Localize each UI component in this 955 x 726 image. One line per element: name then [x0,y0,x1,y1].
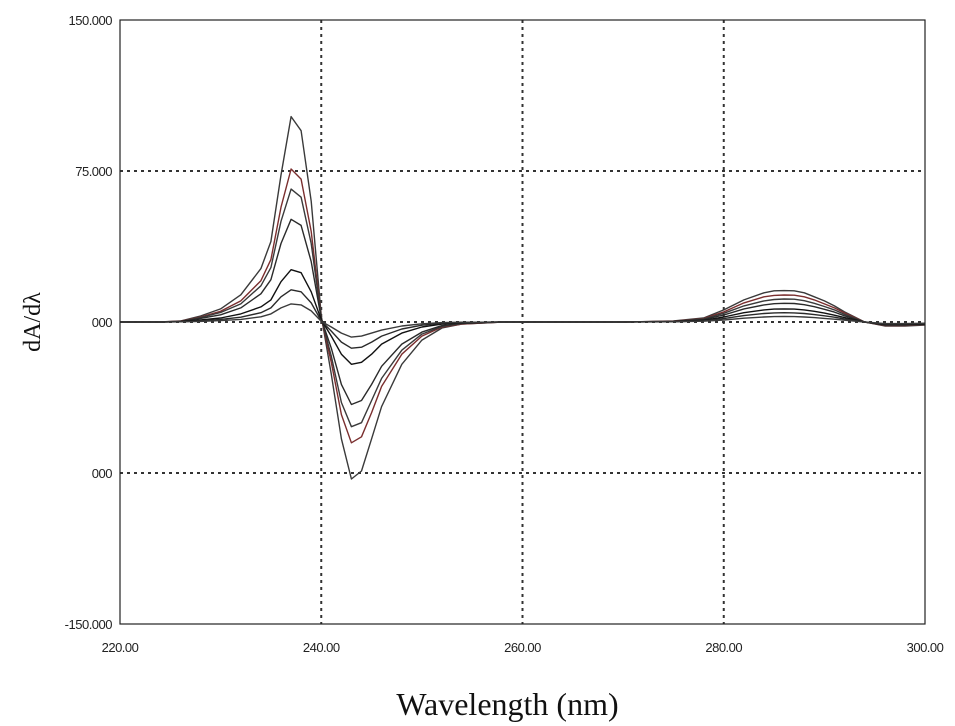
x-tick-label: 300.00 [907,640,944,655]
x-tick-label: 280.00 [705,640,742,655]
x-tick-label: 260.00 [504,640,541,655]
plot-frame [119,19,926,625]
series-layer [120,115,926,480]
series-line-7 [120,303,926,338]
x-tick-label: 240.00 [303,640,340,655]
x-tick-label: 220.00 [102,640,139,655]
y-tick-label: 75.000 [75,164,112,179]
y-tick-label: 000 [92,466,112,481]
x-tick-labels: 220.00 240.00 260.00 280.00 300.00 [102,640,945,655]
series-line-4 [120,218,926,406]
y-tick-label: 000 [92,315,112,330]
y-axis-label: dA/dλ [20,292,46,352]
y-tick-label: 150.000 [69,13,113,28]
y-tick-label: -150.000 [65,617,113,632]
x-axis-label: Wavelength (nm) [396,686,618,722]
y-tick-labels: 150.000 75.000 000 000 -150.000 [65,13,113,632]
